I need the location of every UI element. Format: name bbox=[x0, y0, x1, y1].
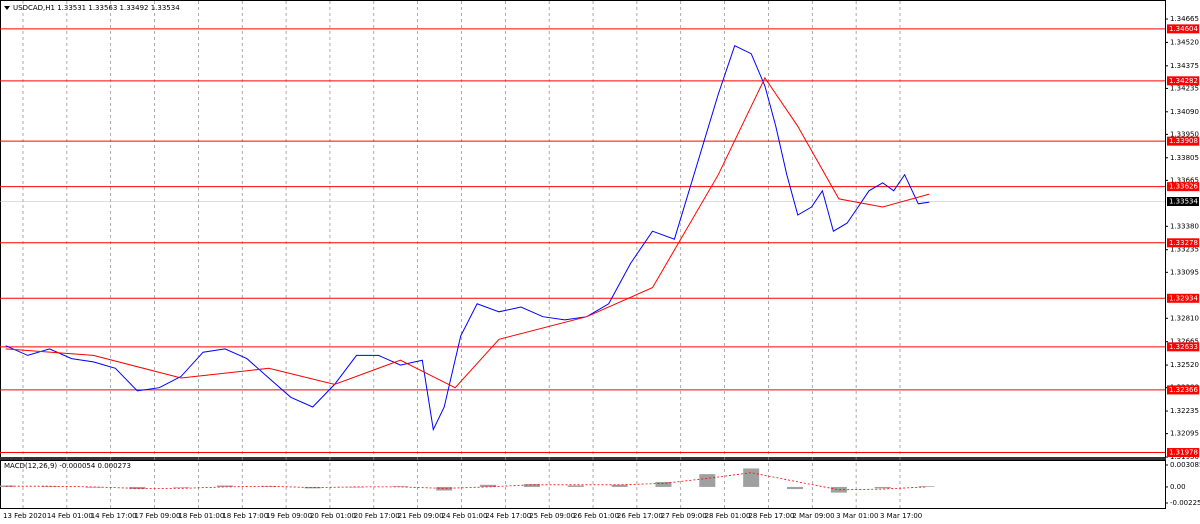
x-tick-label: 3 Mar 17:00 bbox=[880, 512, 922, 520]
y-tick-label: 1.31950 bbox=[1170, 453, 1199, 461]
level-label: 1.34282 bbox=[1169, 77, 1198, 85]
macd-bar bbox=[216, 485, 233, 487]
macd-bar bbox=[523, 484, 540, 487]
x-tick-label: 24 Feb 01:00 bbox=[441, 512, 487, 520]
macd-bar bbox=[392, 486, 409, 487]
macd-label: MACD(12,26,9) -0.000054 0.000273 bbox=[4, 462, 131, 470]
current-price-label: 1.33534 bbox=[1169, 197, 1198, 205]
macd-signal bbox=[5, 472, 927, 491]
macd-bar bbox=[699, 474, 716, 487]
y-tick-label: 1.33380 bbox=[1170, 222, 1199, 230]
y-tick-label: 1.34375 bbox=[1170, 62, 1199, 70]
macd-bar bbox=[41, 486, 58, 487]
y-tick-label: 1.32810 bbox=[1170, 314, 1199, 322]
x-tick-label: 20 Feb 01:00 bbox=[310, 512, 356, 520]
level-label: 1.31978 bbox=[1169, 449, 1198, 457]
level-tag bbox=[1167, 385, 1199, 395]
price-line bbox=[5, 45, 930, 432]
y-tick-label: 1.34665 bbox=[1170, 15, 1199, 23]
current-price-tag bbox=[1167, 196, 1199, 206]
y-tick-label: 1.34520 bbox=[1170, 38, 1199, 46]
macd-bar bbox=[655, 481, 672, 487]
x-tick-label: 19 Feb 09:00 bbox=[266, 512, 312, 520]
macd-y-tick-label: 0.003085 bbox=[1170, 461, 1200, 469]
x-tick-label: 18 Feb 17:00 bbox=[222, 512, 268, 520]
macd-bar bbox=[85, 486, 102, 488]
y-tick-label: 1.33950 bbox=[1170, 130, 1199, 138]
macd-bar bbox=[436, 486, 453, 491]
level-tag bbox=[1167, 76, 1199, 86]
x-tick-label: 21 Feb 09:00 bbox=[398, 512, 444, 520]
macd-bar bbox=[743, 468, 760, 487]
y-tick-label: 1.32235 bbox=[1170, 407, 1199, 415]
macd-bar bbox=[874, 486, 891, 489]
y-tick-label: 1.33095 bbox=[1170, 268, 1199, 276]
level-label: 1.32934 bbox=[1169, 294, 1198, 302]
level-tag bbox=[1167, 136, 1199, 146]
macd-bar bbox=[918, 486, 935, 487]
macd-bar bbox=[480, 484, 497, 487]
y-tick-label: 1.33805 bbox=[1170, 154, 1199, 162]
macd-bar bbox=[787, 486, 804, 490]
level-tag bbox=[1167, 448, 1199, 458]
x-tick-label: 14 Feb 01:00 bbox=[47, 512, 93, 520]
level-tag bbox=[1167, 342, 1199, 352]
level-label: 1.33278 bbox=[1169, 239, 1198, 247]
macd-y-tick-label: -0.002259 bbox=[1170, 499, 1200, 507]
x-tick-label: 20 Feb 17:00 bbox=[354, 512, 400, 520]
x-tick-label: 24 Feb 17:00 bbox=[485, 512, 531, 520]
macd-bar bbox=[129, 486, 146, 490]
x-tick-label: 14 Feb 17:00 bbox=[91, 512, 137, 520]
x-tick-label: 26 Feb 01:00 bbox=[573, 512, 619, 520]
level-tag bbox=[1167, 24, 1199, 34]
x-tick-label: 3 Mar 01:00 bbox=[836, 512, 878, 520]
x-tick-label: 28 Feb 17:00 bbox=[748, 512, 794, 520]
level-label: 1.32366 bbox=[1169, 386, 1198, 394]
y-tick-label: 1.32095 bbox=[1170, 430, 1199, 438]
x-tick-label: 17 Feb 09:00 bbox=[135, 512, 181, 520]
level-tag bbox=[1167, 293, 1199, 303]
level-label: 1.32633 bbox=[1169, 343, 1198, 351]
macd-bar bbox=[567, 485, 584, 487]
macd-frame bbox=[0, 460, 1166, 509]
level-label: 1.33908 bbox=[1169, 137, 1198, 145]
macd-bar bbox=[304, 486, 321, 489]
x-tick-label: 28 Feb 01:00 bbox=[705, 512, 751, 520]
x-tick-label: 26 Feb 17:00 bbox=[617, 512, 663, 520]
y-tick-label: 1.33235 bbox=[1170, 246, 1199, 254]
price-line bbox=[5, 76, 930, 389]
menu-arrow[interactable] bbox=[4, 6, 10, 10]
panel-separator bbox=[0, 457, 1166, 460]
macd-bar bbox=[830, 486, 847, 493]
y-tick-label: 1.32665 bbox=[1170, 338, 1199, 346]
macd-bar bbox=[260, 486, 277, 487]
macd-y-tick-label: 0.00 bbox=[1170, 483, 1186, 491]
y-tick-label: 1.34235 bbox=[1170, 84, 1199, 92]
macd-bar bbox=[173, 486, 190, 488]
macd-bar bbox=[611, 484, 628, 487]
x-tick-label: 18 Feb 01:00 bbox=[178, 512, 224, 520]
level-tag bbox=[1167, 182, 1199, 192]
x-tick-label: 13 Feb 2020 bbox=[3, 512, 47, 520]
x-tick-label: 25 Feb 09:00 bbox=[529, 512, 575, 520]
chart-title: USDCAD,H1 1.33531 1.33563 1.33492 1.3353… bbox=[13, 4, 180, 12]
level-label: 1.34604 bbox=[1169, 25, 1198, 33]
y-tick-label: 1.34090 bbox=[1170, 108, 1199, 116]
level-tag bbox=[1167, 238, 1199, 248]
y-tick-label: 1.33665 bbox=[1170, 176, 1199, 184]
x-tick-label: 27 Feb 09:00 bbox=[661, 512, 707, 520]
macd-bar bbox=[348, 486, 365, 488]
level-label: 1.33626 bbox=[1169, 183, 1198, 191]
y-tick-label: 1.32520 bbox=[1170, 361, 1199, 369]
x-tick-label: 2 Mar 09:00 bbox=[792, 512, 834, 520]
